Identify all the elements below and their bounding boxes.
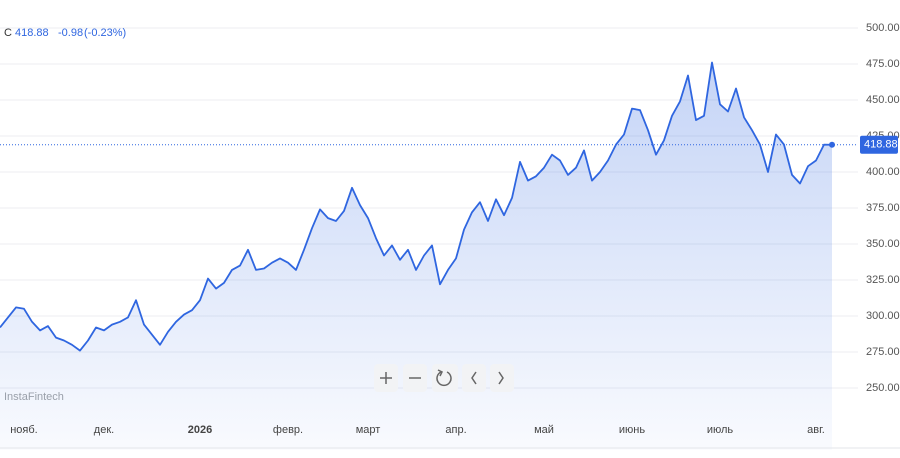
x-tick-label: июнь xyxy=(619,424,645,436)
y-tick-label: 375.00 xyxy=(866,202,900,214)
y-tick-label: 250.00 xyxy=(866,382,900,394)
zoom-in-button[interactable] xyxy=(374,364,398,392)
y-tick-label: 350.00 xyxy=(866,238,900,250)
scroll-left-button[interactable] xyxy=(462,364,486,392)
area xyxy=(0,62,832,450)
x-tick-label: июль xyxy=(707,424,734,436)
y-tick-label: 275.00 xyxy=(866,346,900,358)
x-tick-label: апр. xyxy=(445,424,466,436)
toolbar xyxy=(374,364,514,392)
price-line xyxy=(0,61,833,352)
y-tick-label: 400.00 xyxy=(866,166,900,178)
y-tick-label: 475.00 xyxy=(866,58,900,70)
close-value: 418.88 xyxy=(15,27,49,39)
y-tick-label: 300.00 xyxy=(866,310,900,322)
x-tick-label: 2026 xyxy=(188,424,212,436)
last-point xyxy=(829,141,835,148)
y-tick-label: 325.00 xyxy=(866,274,900,286)
x-tick-label: нояб. xyxy=(10,424,38,436)
y-tick-label: 450.00 xyxy=(866,94,900,106)
legend-header: C 418.88 -0.98 (-0.23%) xyxy=(4,27,126,39)
y-tick-label: 500.00 xyxy=(866,22,900,34)
scroll-right-button[interactable] xyxy=(490,364,514,392)
last-price-box xyxy=(860,135,898,154)
last-price-label: 418.88 xyxy=(864,139,898,151)
symbol: C xyxy=(4,27,12,39)
x-tick-label: март xyxy=(356,424,381,436)
x-tick-label: май xyxy=(534,424,554,436)
change-value: -0.98 xyxy=(58,27,83,39)
change-percent: (-0.23%) xyxy=(84,27,126,39)
x-tick-label: авг. xyxy=(807,424,825,436)
x-tick-label: февр. xyxy=(273,424,303,436)
zoom-out-button[interactable] xyxy=(403,364,427,392)
watermark: InstaFintech xyxy=(4,391,64,403)
reset-button[interactable] xyxy=(432,364,458,392)
x-tick-label: дек. xyxy=(94,424,114,436)
